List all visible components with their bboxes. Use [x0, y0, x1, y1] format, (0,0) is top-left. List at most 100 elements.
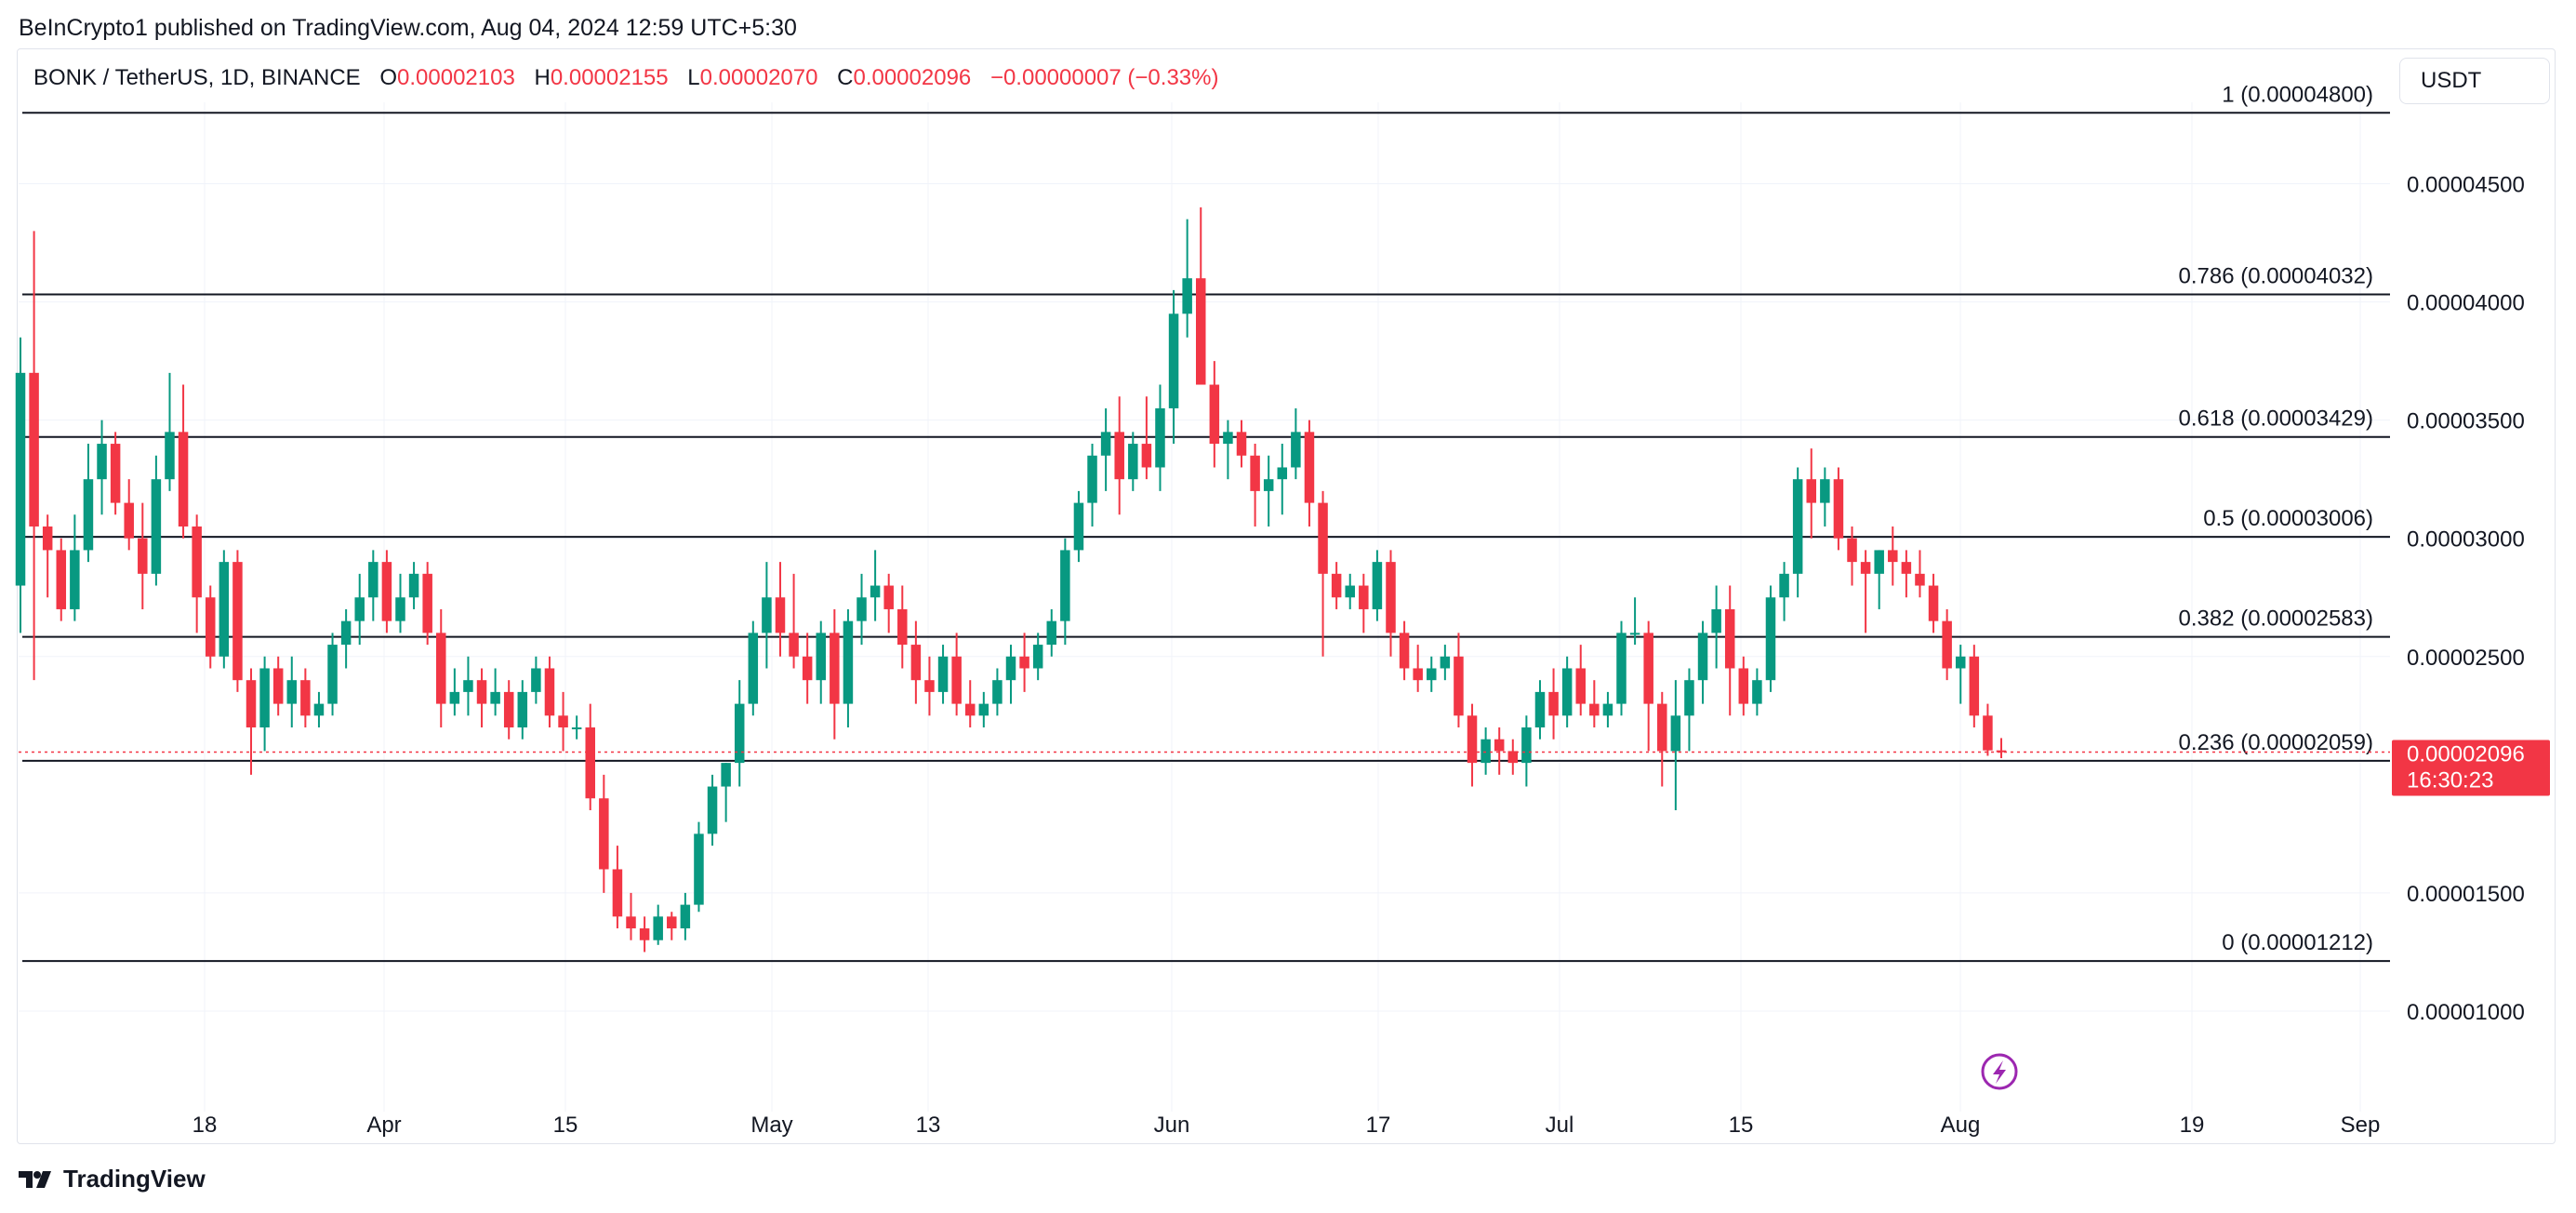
candle [232, 550, 243, 692]
candle-body [992, 680, 1003, 704]
candle [1629, 597, 1640, 646]
candle [924, 656, 935, 716]
price-tick-label: 0.00001000 [2407, 1000, 2525, 1025]
candle-body [816, 633, 827, 681]
candle [964, 680, 976, 728]
candle-body [1996, 750, 2007, 753]
candle [1223, 420, 1233, 480]
candle-body [192, 527, 202, 598]
candle [138, 502, 148, 609]
candle [300, 668, 311, 728]
candle-body [110, 444, 121, 503]
low-label: L [687, 65, 700, 90]
candle [219, 550, 230, 669]
candle-body [327, 645, 338, 704]
candle [1467, 703, 1478, 787]
candle-body [1182, 278, 1192, 314]
chart-frame [17, 48, 2556, 1144]
candle-body [1820, 479, 1830, 503]
candle-body [1236, 432, 1247, 456]
candle-body [1250, 455, 1260, 491]
candle [1820, 467, 1830, 527]
price-tick-label: 0.00003500 [2407, 409, 2525, 434]
candle [1073, 490, 1084, 563]
time-axis: 18 Apr 15 May 13 Jun 17 Jul 15 Aug 19 Sep [193, 1113, 2381, 1138]
candle [490, 668, 500, 716]
candle [1928, 573, 1939, 633]
candle-body [897, 608, 908, 646]
currency-selector[interactable]: USDT [2399, 58, 2550, 104]
candle [856, 573, 867, 646]
candle-body [1657, 703, 1667, 752]
candle-body [937, 656, 949, 692]
candle-body [1561, 668, 1573, 716]
candle-body [490, 691, 500, 704]
candle [1670, 680, 1681, 810]
candle-body [1440, 656, 1451, 669]
change-value: −0.00000007 (−0.33%) [989, 65, 1219, 90]
candle-body [612, 869, 623, 917]
candle [246, 668, 257, 775]
candle-body [1629, 633, 1640, 635]
candle-body [178, 432, 189, 527]
candle [734, 680, 745, 787]
candle [1507, 739, 1519, 775]
candle-body [1860, 562, 1871, 574]
candle [1765, 585, 1776, 692]
candle-body [1915, 573, 1925, 586]
candle-body [1032, 645, 1043, 669]
candle [15, 337, 26, 633]
candle [1697, 620, 1708, 704]
candle [1399, 620, 1410, 681]
candle [449, 668, 460, 716]
candle [165, 372, 175, 491]
candle [1711, 585, 1721, 669]
fib-level-label: 0 (0.00001212) [2222, 930, 2373, 955]
tradingview-brand[interactable]: TradingView [19, 1165, 206, 1193]
candle-body [1724, 608, 1735, 669]
candle [1874, 550, 1884, 609]
candle-body [856, 597, 867, 621]
candle-body [138, 538, 148, 574]
candle-body [1467, 715, 1478, 764]
candle [585, 703, 595, 810]
candle-body [1223, 432, 1233, 445]
candle [883, 573, 894, 633]
candle-body [667, 916, 677, 929]
candle-body [1263, 479, 1274, 491]
candle [110, 432, 121, 515]
symbol-name[interactable]: BONK / TetherUS, 1D, BINANCE [33, 65, 361, 90]
candle-body [571, 727, 582, 730]
candle-body [70, 550, 80, 609]
candle-body [1304, 432, 1315, 503]
candle [340, 608, 352, 669]
candle [721, 763, 731, 822]
candle-body [558, 715, 568, 728]
candle-body [802, 656, 813, 681]
candle [70, 514, 80, 621]
candle [1263, 455, 1274, 527]
candle [612, 846, 623, 929]
time-tick-label: May [750, 1113, 792, 1138]
candle [1209, 361, 1220, 468]
low-value: 0.00002070 [699, 65, 818, 90]
time-tick-label: Jun [1154, 1113, 1190, 1138]
candle [1277, 444, 1288, 515]
candle-body [1128, 444, 1138, 480]
candle-body [1386, 562, 1396, 633]
price-chart[interactable]: 1 (0.00004800) 0.786 (0.00004032) 0.618 (0… [0, 0, 2576, 1144]
candle-body [1073, 502, 1084, 551]
candle-body [1752, 680, 1762, 704]
fibonacci-retracement: 1 (0.00004800) 0.786 (0.00004032) 0.618 (0… [22, 82, 2390, 963]
time-tick-label: Jul [1546, 1113, 1574, 1138]
candle-body [1616, 633, 1627, 704]
candle-body [42, 527, 53, 551]
candle [1182, 219, 1192, 338]
fib-level-label: 0.5 (0.00003006) [2203, 506, 2373, 531]
time-tick-label: 19 [2180, 1113, 2205, 1138]
lightning-bolt-icon[interactable] [1981, 1053, 2018, 1090]
candle [1860, 550, 1871, 633]
candle [1684, 668, 1694, 752]
candle [1128, 432, 1138, 491]
candle-body [395, 597, 405, 621]
